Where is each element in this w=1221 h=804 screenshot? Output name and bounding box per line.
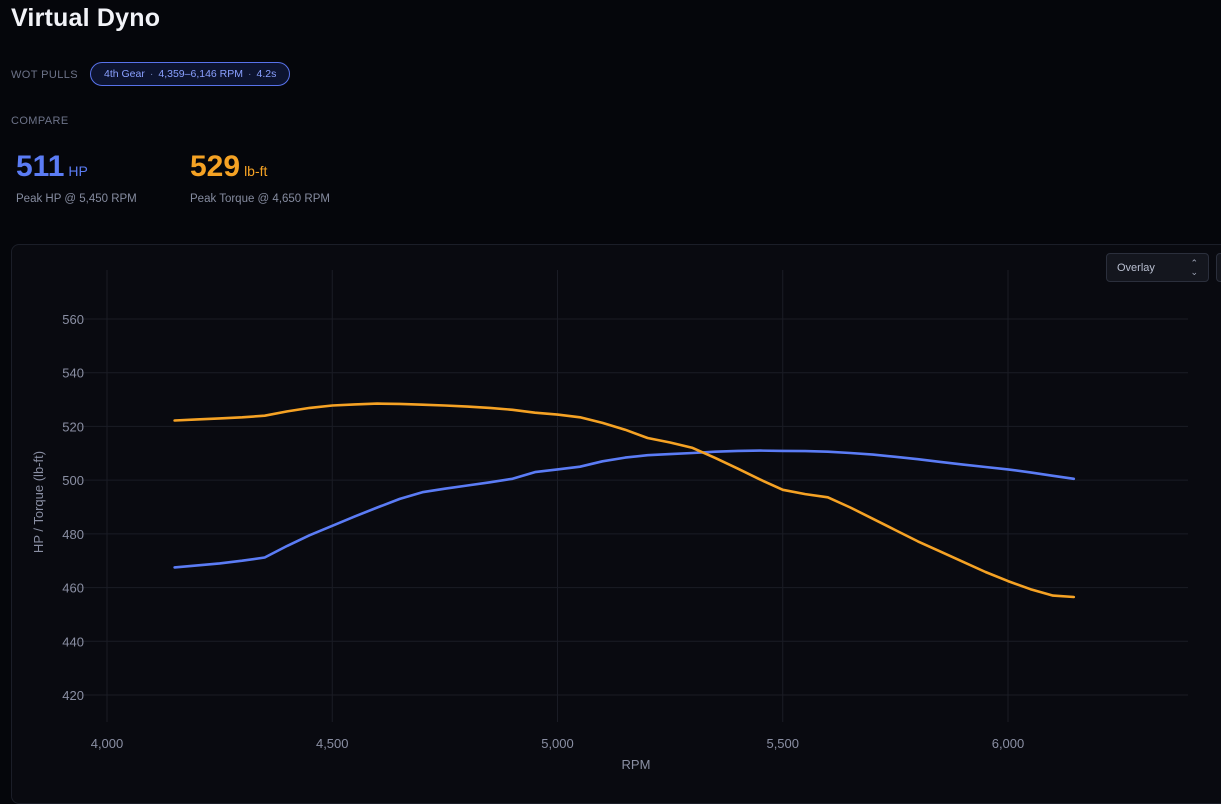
y-tick-label: 520 <box>62 419 84 434</box>
chart-mode-select[interactable]: Overlay ⌃ ⌄ <box>1106 253 1209 282</box>
x-tick-label: 6,000 <box>992 736 1025 751</box>
y-tick-label: 560 <box>62 312 84 327</box>
y-axis-title: HP / Torque (lb-ft) <box>31 451 46 553</box>
hp-curve <box>173 449 1076 569</box>
secondary-select[interactable] <box>1216 253 1221 282</box>
compare-label: COMPARE <box>11 115 69 127</box>
peak-hp-unit: HP <box>68 163 88 179</box>
chip-separator: · <box>248 68 252 80</box>
y-tick-label: 420 <box>62 688 84 703</box>
peak-torque-caption: Peak Torque @ 4,650 RPM <box>190 193 330 205</box>
page-title: Virtual Dyno <box>11 4 161 32</box>
pull-chip-4th-gear[interactable]: 4th Gear · 4,359–6,146 RPM · 4.2s <box>90 62 291 86</box>
chip-separator: · <box>149 68 154 80</box>
chart-ticks: 420 440 460 480 500 520 540 560 4,000 4,500 5,000 5… <box>62 312 1024 751</box>
y-tick-label: 480 <box>62 527 84 542</box>
peak-hp-stat: 511 HP Peak HP @ 5,450 RPM <box>16 150 137 205</box>
chart-grid <box>80 270 1188 722</box>
y-tick-label: 460 <box>62 581 84 596</box>
peak-hp-value: 511 <box>16 150 65 183</box>
chip-rpm-range: 4,359–6,146 RPM <box>158 68 244 80</box>
wot-pulls-label: WOT PULLS <box>11 69 78 81</box>
chart-series <box>173 402 1076 599</box>
chip-duration: 4.2s <box>256 68 277 80</box>
peak-hp-caption: Peak HP @ 5,450 RPM <box>16 193 137 205</box>
peak-torque-value: 529 <box>190 150 241 183</box>
dyno-chart-panel <box>11 244 1221 804</box>
x-tick-label: 5,500 <box>766 736 799 751</box>
y-tick-label: 500 <box>62 473 84 488</box>
torque-curve <box>173 402 1076 599</box>
x-tick-label: 5,000 <box>541 736 574 751</box>
x-axis-title: RPM <box>622 757 651 772</box>
y-tick-label: 540 <box>62 366 84 381</box>
chart-mode-value: Overlay <box>1117 261 1155 274</box>
peak-torque-unit: lb-ft <box>244 163 268 179</box>
chevron-up-down-icon: ⌃ ⌄ <box>1190 257 1198 277</box>
x-tick-label: 4,000 <box>91 736 124 751</box>
y-tick-label: 440 <box>62 634 84 649</box>
chip-gear: 4th Gear <box>104 68 145 80</box>
x-tick-label: 4,500 <box>316 736 349 751</box>
peak-torque-stat: 529 lb-ft Peak Torque @ 4,650 RPM <box>190 150 330 205</box>
